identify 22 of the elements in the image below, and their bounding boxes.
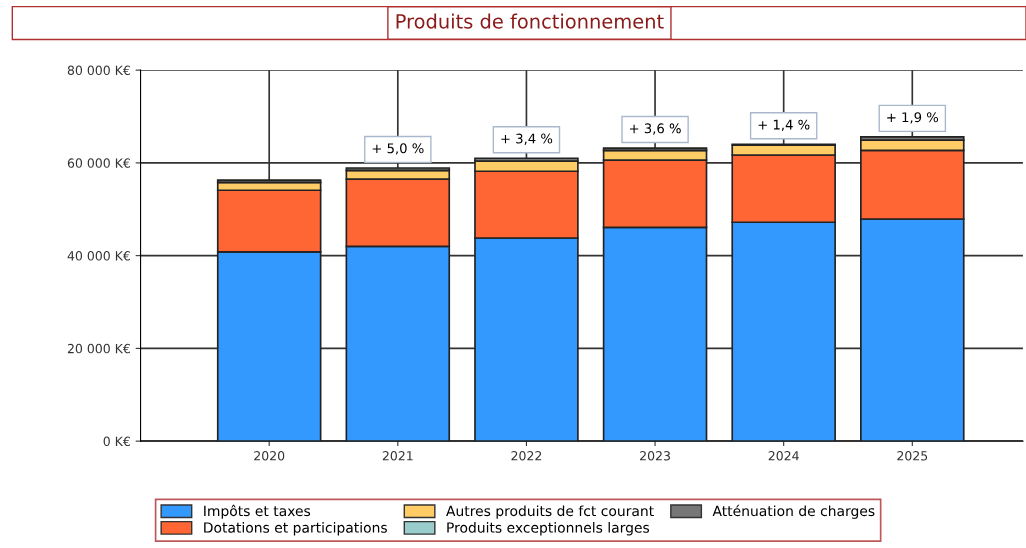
x-tick-label: 2024 <box>768 451 799 461</box>
x-tick-label: 2023 <box>640 451 670 461</box>
legend-label: Autres produits de fct courant <box>446 505 654 519</box>
annotation: + 3,4 % <box>501 133 553 145</box>
y-tick-label: 80 000 K€ <box>67 65 131 76</box>
annotation: + 3,6 % <box>629 123 681 135</box>
legend-label: Impôts et taxes <box>204 504 311 519</box>
y-tick-label: 40 000 K€ <box>67 251 131 261</box>
legend-label: Atténuation de charges <box>712 504 875 519</box>
annotation: + 1,4 % <box>758 119 810 131</box>
x-tick-label: 2020 <box>254 451 285 461</box>
legend-label: Produits exceptionnels larges <box>447 522 650 536</box>
x-tick-label: 2022 <box>511 451 542 461</box>
chart-title: Produits de fonctionnement <box>396 13 664 29</box>
x-tick-label: 2021 <box>382 451 413 461</box>
legend-label: Dotations et participations <box>204 522 387 536</box>
y-tick-label: 20 000 K€ <box>67 343 131 354</box>
annotation: + 5,0 % <box>372 143 424 155</box>
y-tick-label: 60 000 K€ <box>67 158 131 168</box>
x-tick-label: 2025 <box>897 451 928 461</box>
y-tick-label: 0 K€ <box>103 436 131 447</box>
annotation: + 1,9 % <box>887 112 939 124</box>
